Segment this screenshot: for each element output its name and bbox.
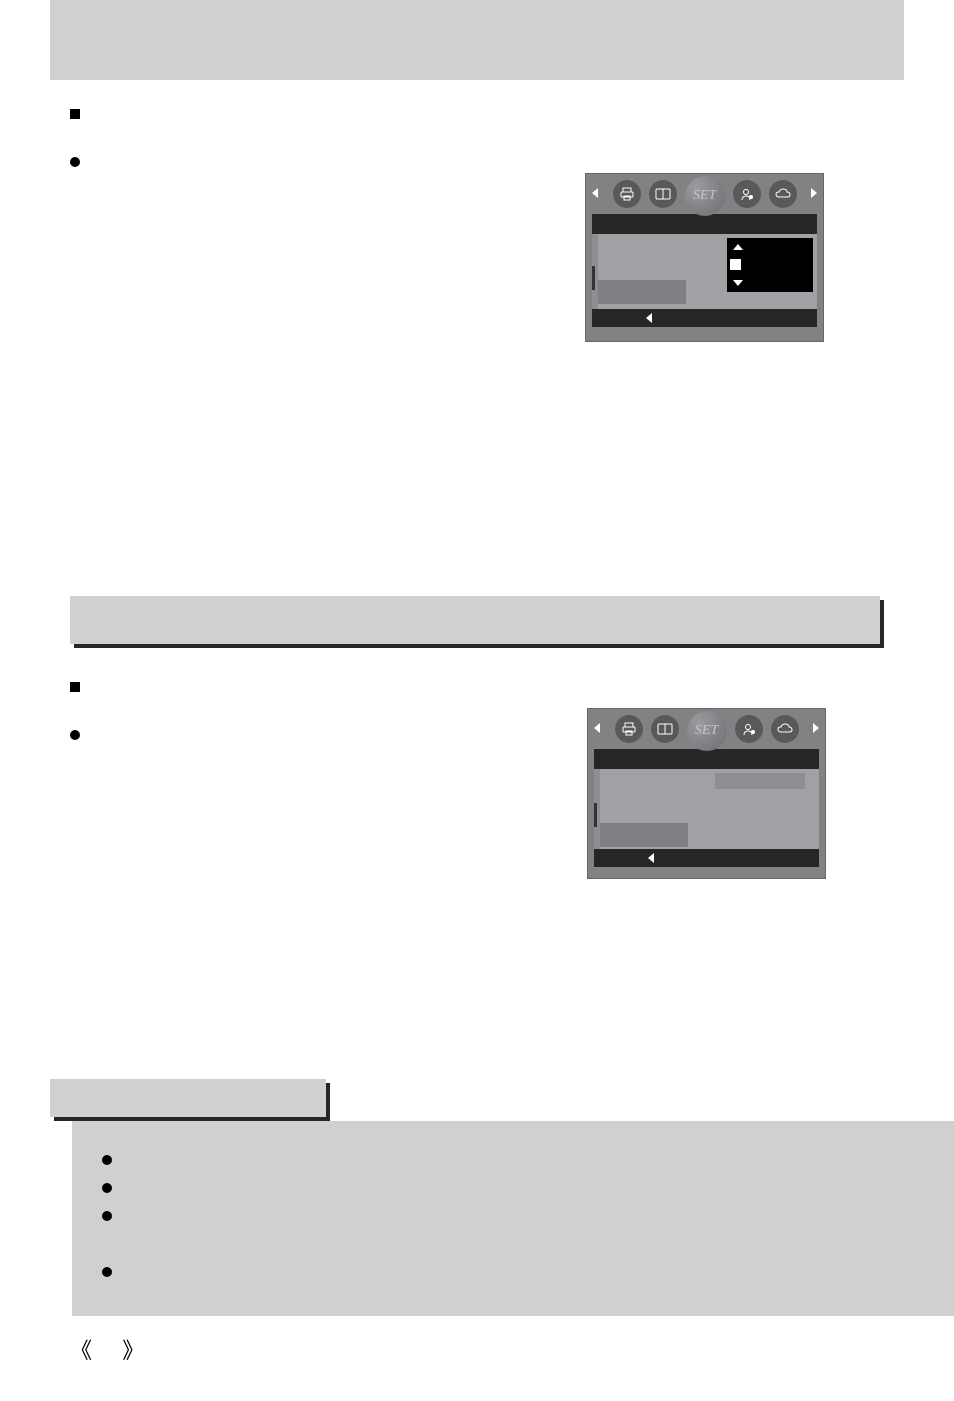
info-row-4 [102,1258,924,1286]
scroll-rail [592,234,598,309]
nav-right-icon[interactable] [811,188,817,198]
back-icon[interactable] [646,313,652,323]
device-screen-1: SET [585,173,824,342]
value-up-icon[interactable] [733,244,743,250]
scroll-rail [594,769,600,849]
printer-icon[interactable] [613,180,641,208]
bullet-row-square-2 [70,673,884,701]
info-row-2 [102,1174,924,1202]
info-row-1 [102,1146,924,1174]
bullet-row-square-1 [70,100,884,128]
info-panel [72,1121,954,1316]
right-angle-bracket: 》 [122,1338,144,1363]
info-label-bar [50,1079,330,1121]
section-bar-1 [70,596,884,648]
screen-header: SET [586,174,823,214]
circle-bullet-icon [102,1155,112,1165]
screen-body [592,234,817,309]
menu-row-2[interactable] [594,823,688,847]
nav-left-icon[interactable] [594,723,600,733]
info-row-3 [102,1202,924,1230]
device-screen-2: SET [587,708,826,879]
circle-bullet-icon [70,157,80,167]
back-icon[interactable] [648,853,654,863]
square-bullet-icon [70,682,80,692]
value-down-icon[interactable] [733,280,743,286]
card-icon[interactable] [651,715,679,743]
nav-left-icon[interactable] [592,188,598,198]
person-icon[interactable] [733,180,761,208]
screen-footer [592,309,817,327]
cloud-icon[interactable] [769,180,797,208]
scroll-thumb[interactable] [594,803,600,827]
value-chip [715,773,805,789]
printer-icon[interactable] [615,715,643,743]
value-panel [727,238,813,292]
screen-title-bar [592,214,817,234]
content-area [0,100,954,176]
menu-row-2[interactable] [592,280,686,304]
left-angle-bracket: 《 [70,1338,92,1363]
screen-body [594,769,819,849]
card-icon[interactable] [649,180,677,208]
square-bullet-icon [70,109,80,119]
scroll-thumb[interactable] [592,266,598,290]
screen-footer [594,849,819,867]
person-icon[interactable] [735,715,763,743]
angle-brackets-row: 《 》 [70,1331,954,1371]
nav-right-icon[interactable] [813,723,819,733]
cloud-icon[interactable] [771,715,799,743]
set-button[interactable]: SET [687,711,727,751]
circle-bullet-icon [102,1267,112,1277]
header-box [50,0,904,80]
set-button[interactable]: SET [685,176,725,216]
screen-title-bar [594,749,819,769]
circle-bullet-icon [70,730,80,740]
circle-bullet-icon [102,1183,112,1193]
value-stop-icon[interactable] [730,259,741,270]
bullet-row-circle-1 [70,148,884,176]
screen-header: SET [588,709,825,749]
circle-bullet-icon [102,1211,112,1221]
